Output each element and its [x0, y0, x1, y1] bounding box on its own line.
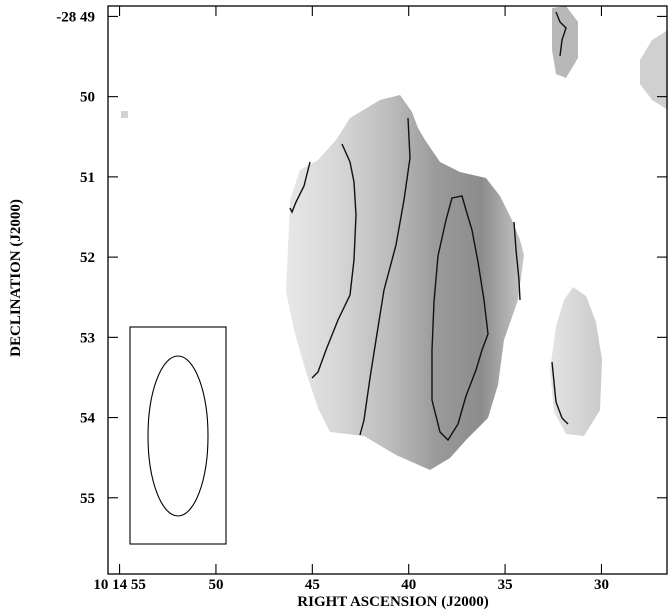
contour-top-region [555, 11, 567, 57]
y-axis-label: DECLINATION (J2000) [8, 199, 24, 357]
plot-frame [107, 5, 668, 575]
x-axis-ticks: 10 14 55 50 45 40 35 30 [93, 6, 609, 593]
contour-left-edge [289, 161, 311, 214]
y-tick-label: 52 [80, 250, 95, 266]
top-emission-region [552, 6, 578, 78]
edge-emission-region [640, 30, 668, 110]
contour-center [359, 117, 411, 436]
contour-inner-left [311, 143, 357, 379]
beam-inset [129, 326, 227, 545]
x-tick-label: 50 [208, 577, 223, 593]
intensity-map [121, 6, 668, 470]
y-tick-label: 55 [80, 491, 95, 507]
x-tick-label: 45 [305, 577, 320, 593]
small-emission-speck [121, 111, 128, 118]
x-tick-label: 35 [498, 577, 513, 593]
y-tick-label: 51 [80, 170, 95, 186]
y-tick-label: 54 [80, 411, 96, 427]
x-tick-label: 10 14 55 [93, 577, 146, 593]
x-tick-label: 30 [594, 577, 609, 593]
y-tick-label: -28 49 [56, 9, 95, 25]
main-emission-region [286, 95, 524, 470]
beam-ellipse [147, 355, 209, 517]
y-tick-label: 50 [80, 90, 95, 106]
contour-right-edge [513, 221, 521, 301]
contour-inner-dark [431, 195, 489, 442]
y-axis-ticks: -28 49 50 51 52 53 54 55 [56, 9, 667, 507]
right-emission-region [550, 287, 602, 436]
y-tick-label: 53 [80, 330, 95, 346]
contour-lines [289, 11, 569, 442]
contour-small-region [551, 361, 569, 425]
x-tick-label: 40 [401, 577, 416, 593]
beam-box [129, 326, 227, 545]
x-axis-label: RIGHT ASCENSION (J2000) [297, 594, 488, 610]
